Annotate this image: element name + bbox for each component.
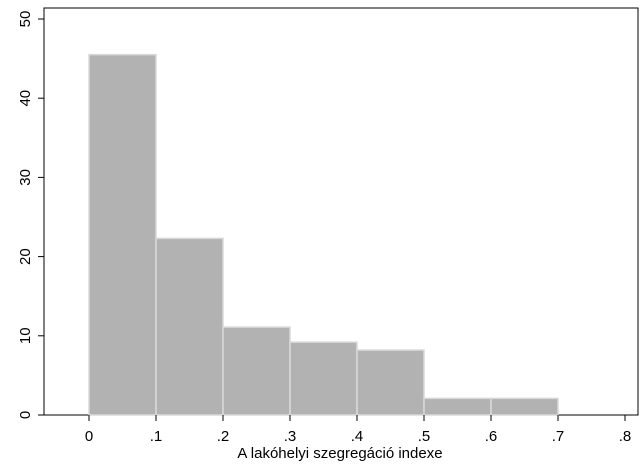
y-tick-label: 0 — [17, 411, 34, 419]
x-tick-label: .8 — [619, 428, 632, 445]
y-tick-label: 40 — [17, 90, 34, 107]
histogram-bar — [423, 397, 492, 416]
histogram-bar — [490, 397, 559, 416]
x-tick-label: .6 — [485, 428, 498, 445]
x-tick-label: .7 — [552, 428, 565, 445]
x-tick-label: .3 — [284, 428, 297, 445]
y-tick-label: 10 — [17, 327, 34, 344]
histogram-bar — [289, 341, 358, 416]
x-tick-label: .5 — [418, 428, 431, 445]
histogram-bar — [222, 326, 291, 416]
x-tick-label: .2 — [217, 428, 230, 445]
histogram-bar — [356, 349, 425, 416]
x-tick-label: 0 — [85, 428, 93, 445]
x-tick-label: .1 — [150, 428, 163, 445]
x-tick-label: .4 — [351, 428, 364, 445]
y-tick-label: 30 — [17, 169, 34, 186]
y-tick-label: 50 — [17, 11, 34, 28]
histogram-bar — [88, 53, 157, 416]
histogram-bar — [155, 237, 224, 416]
x-axis-label: A lakóhelyi szegregáció indexe — [237, 445, 442, 462]
y-tick-label: 20 — [17, 248, 34, 265]
